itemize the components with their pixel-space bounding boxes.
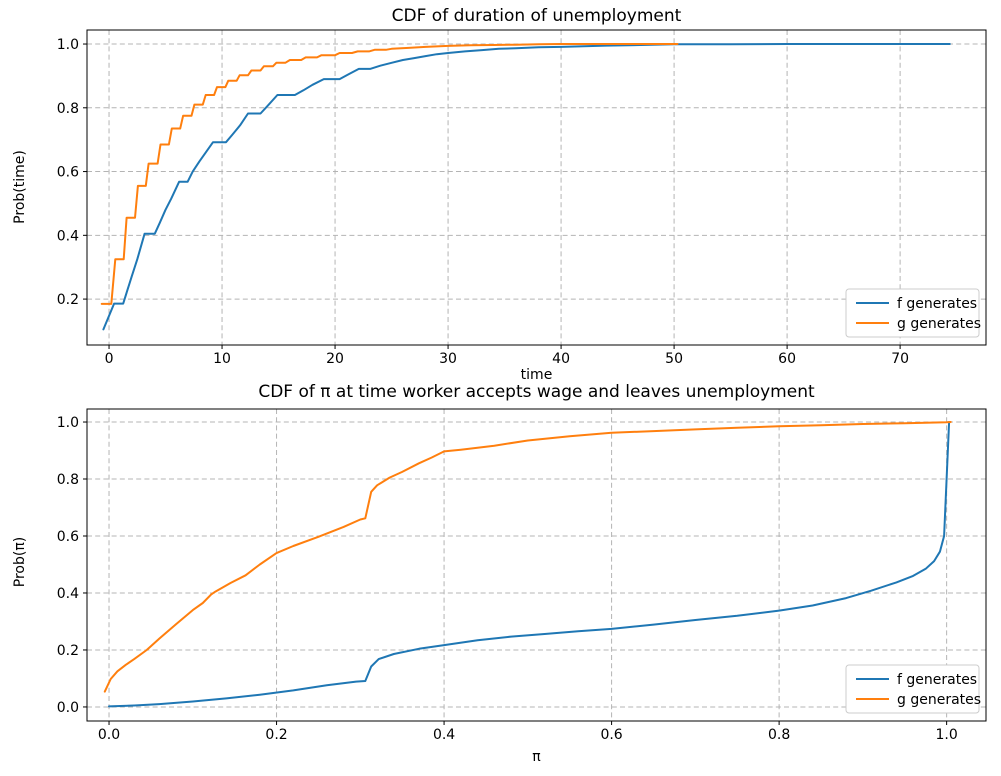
top-chart: 0 10 20 30 40 50 60 70 0.2 0.4 0.6 0.8 1.0 f generate…	[57, 29, 987, 367]
top-chart-title: CDF of duration of unemployment	[391, 6, 682, 26]
legend-label: f generates	[897, 296, 977, 312]
bottom-chart-ylabel: Prob(π)	[12, 536, 28, 588]
bottom-xtick-label: 0.6	[600, 727, 622, 743]
top-ytick-label: 1.0	[57, 37, 79, 53]
bottom-xtick-label: 0.0	[98, 727, 120, 743]
top-line-g-generates	[100, 43, 679, 305]
axes-spines	[86, 29, 987, 346]
legend-label: g generates	[897, 692, 981, 708]
bottom-ytick-label: 0.4	[57, 586, 79, 602]
bottom-xtick-label: 0.8	[768, 727, 790, 743]
top-line-f-generates	[102, 43, 951, 331]
top-xtick-label: 50	[665, 351, 683, 367]
axes-spines	[86, 408, 987, 722]
top-plot-area	[87, 30, 986, 345]
top-xtick-label: 20	[326, 351, 344, 367]
bottom-xtick-label: 0.4	[433, 727, 455, 743]
top-xtick-label: 70	[891, 351, 909, 367]
top-ytick-label: 0.8	[57, 101, 79, 117]
bottom-ytick-label: 0.2	[57, 643, 79, 659]
bottom-ytick-label: 0.0	[57, 700, 79, 716]
legend-box	[845, 664, 980, 714]
top-xtick-label: 0	[105, 351, 114, 367]
bottom-ytick-label: 0.8	[57, 472, 79, 488]
bottom-xtick-label: 0.2	[265, 727, 287, 743]
legend-box	[845, 288, 980, 338]
bottom-chart-xlabel: π	[532, 749, 541, 765]
bottom-legend: f generates g generates	[845, 664, 981, 714]
top-xtick-label: 30	[439, 351, 457, 367]
top-legend: f generates g generates	[845, 288, 981, 338]
bottom-ytick-label: 1.0	[57, 415, 79, 431]
top-ytick-label: 0.6	[57, 165, 79, 181]
top-xtick-label: 40	[552, 351, 570, 367]
top-ytick-label: 0.4	[57, 228, 79, 244]
bottom-chart: 0.0 0.2 0.4 0.6 0.8 1.0 0.0 0.2 0.4 0.6 0.8 1.0 f ge…	[57, 408, 987, 743]
bottom-xtick-label: 1.0	[935, 727, 957, 743]
top-xtick-label: 10	[213, 351, 231, 367]
top-chart-xlabel: time	[520, 367, 553, 383]
bottom-chart-title: CDF of π at time worker accepts wage and…	[258, 382, 815, 402]
bottom-line-f-generates	[108, 421, 951, 708]
bottom-plot-area	[87, 409, 986, 721]
top-chart-ylabel: Prob(time)	[12, 150, 28, 224]
bottom-line-g-generates	[103, 421, 952, 693]
top-xtick-label: 60	[778, 351, 796, 367]
legend-label: g generates	[897, 316, 981, 332]
legend-label: f generates	[897, 672, 977, 688]
bottom-ytick-label: 0.6	[57, 529, 79, 545]
top-ytick-label: 0.2	[57, 292, 79, 308]
